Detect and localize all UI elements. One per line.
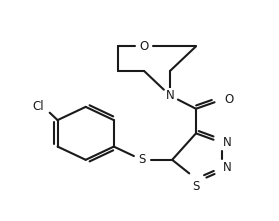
Text: O: O <box>140 40 149 53</box>
Text: O: O <box>224 93 233 106</box>
Text: N: N <box>166 89 174 102</box>
Text: S: S <box>138 153 146 166</box>
Text: S: S <box>192 180 200 193</box>
Text: Cl: Cl <box>32 100 44 113</box>
Text: N: N <box>223 161 232 174</box>
Text: N: N <box>223 136 232 149</box>
